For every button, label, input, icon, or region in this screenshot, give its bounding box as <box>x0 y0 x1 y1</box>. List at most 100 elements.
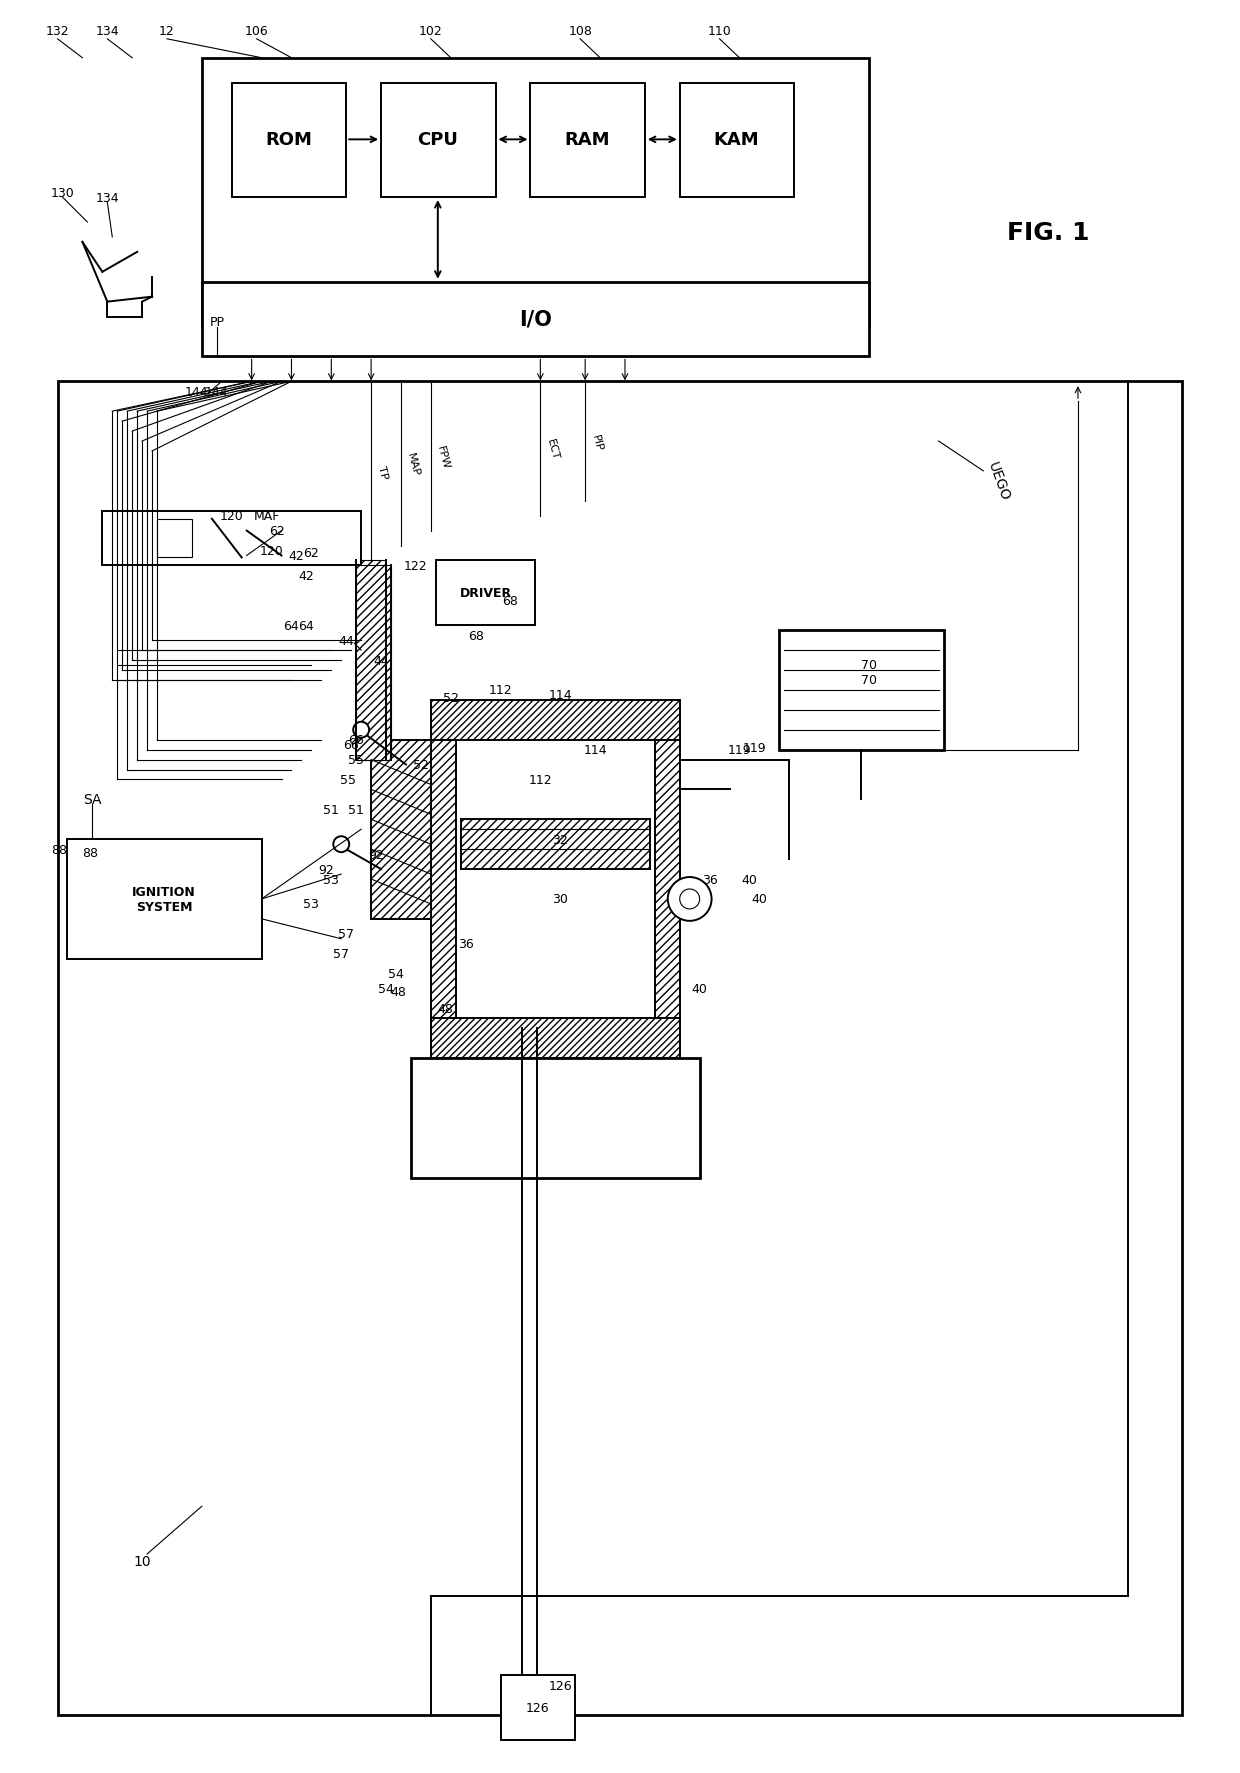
Text: 134: 134 <box>95 191 119 204</box>
Text: 134: 134 <box>95 25 119 39</box>
Bar <box>680 83 794 199</box>
Bar <box>232 83 346 199</box>
Text: 102: 102 <box>419 25 443 39</box>
Text: 112: 112 <box>528 773 552 787</box>
Text: FIG. 1: FIG. 1 <box>1007 222 1089 245</box>
Text: FPW: FPW <box>435 445 451 470</box>
Text: 119: 119 <box>728 743 751 757</box>
Text: 88: 88 <box>82 846 98 860</box>
Text: 88: 88 <box>52 844 67 856</box>
Bar <box>410 1058 699 1177</box>
Bar <box>461 819 650 869</box>
Text: IGNITION
SYSTEM: IGNITION SYSTEM <box>133 885 196 913</box>
Bar <box>202 527 232 557</box>
Bar <box>655 741 680 1019</box>
Text: 62: 62 <box>304 546 319 560</box>
Text: 119: 119 <box>743 741 766 755</box>
Text: 132: 132 <box>46 25 69 39</box>
Text: 52: 52 <box>413 759 429 771</box>
Text: 36: 36 <box>702 872 718 886</box>
Text: TP: TP <box>377 465 389 480</box>
Text: 120: 120 <box>219 511 243 523</box>
Bar <box>103 511 361 566</box>
Text: UEGO: UEGO <box>985 461 1012 504</box>
Text: RAM: RAM <box>564 131 610 149</box>
Text: 10: 10 <box>134 1555 151 1567</box>
Text: 55: 55 <box>348 754 365 766</box>
Text: 64: 64 <box>299 619 314 633</box>
Text: 48: 48 <box>391 986 405 998</box>
Bar <box>157 519 192 558</box>
Text: 62: 62 <box>269 525 284 537</box>
Text: 68: 68 <box>502 594 518 608</box>
Text: MAF: MAF <box>253 511 280 523</box>
Text: 112: 112 <box>489 684 512 697</box>
Text: 64: 64 <box>284 619 299 633</box>
Text: 106: 106 <box>244 25 269 39</box>
Text: 54: 54 <box>388 968 404 980</box>
Text: SA: SA <box>83 793 102 807</box>
Text: ROM: ROM <box>265 131 312 149</box>
Text: 48: 48 <box>438 1002 454 1016</box>
Text: 30: 30 <box>552 894 568 906</box>
Circle shape <box>353 722 370 738</box>
Text: 57: 57 <box>334 947 350 961</box>
Text: 108: 108 <box>568 25 593 39</box>
Text: 44: 44 <box>373 654 389 667</box>
Text: I/O: I/O <box>520 309 552 330</box>
Text: 53: 53 <box>324 872 340 886</box>
Text: 114: 114 <box>583 743 606 757</box>
Text: 122: 122 <box>404 560 428 573</box>
Bar <box>531 83 645 199</box>
Text: 57: 57 <box>339 927 355 941</box>
Text: 12: 12 <box>159 25 175 39</box>
Text: 54: 54 <box>378 982 394 995</box>
Text: 40: 40 <box>751 894 768 906</box>
Text: 42: 42 <box>289 550 304 562</box>
Text: 126: 126 <box>548 1679 572 1691</box>
Text: PIP: PIP <box>590 433 604 452</box>
Bar <box>67 840 262 959</box>
Text: 126: 126 <box>526 1700 549 1714</box>
Text: 52: 52 <box>443 691 459 706</box>
Circle shape <box>668 878 712 922</box>
Text: PP: PP <box>210 316 224 328</box>
Bar <box>356 566 391 761</box>
Bar <box>430 741 456 1019</box>
Text: 120: 120 <box>259 544 284 558</box>
Circle shape <box>680 890 699 910</box>
Text: ECT: ECT <box>544 438 560 461</box>
Text: 40: 40 <box>692 982 708 995</box>
Circle shape <box>334 837 350 853</box>
Text: CPU: CPU <box>418 131 459 149</box>
Bar <box>501 1675 575 1739</box>
Text: 92: 92 <box>368 847 384 862</box>
Text: 44: 44 <box>339 635 355 647</box>
Text: 92: 92 <box>319 863 335 876</box>
Text: 53: 53 <box>304 897 320 911</box>
Text: 68: 68 <box>467 629 484 642</box>
Text: 66: 66 <box>348 734 365 746</box>
Bar <box>202 282 869 356</box>
Text: 51: 51 <box>324 803 340 816</box>
Text: 36: 36 <box>458 938 474 950</box>
Text: DRIVER: DRIVER <box>460 587 512 599</box>
Bar <box>779 631 944 750</box>
Bar <box>435 560 536 626</box>
Bar <box>381 83 496 199</box>
Bar <box>371 741 430 920</box>
Text: 70: 70 <box>861 660 877 672</box>
Bar <box>356 560 386 761</box>
Bar <box>430 1019 680 1058</box>
Text: 32: 32 <box>552 833 568 846</box>
Text: 110: 110 <box>708 25 732 39</box>
Text: MAP: MAP <box>405 452 420 477</box>
Text: 66: 66 <box>343 739 360 752</box>
Bar <box>57 381 1183 1714</box>
Text: 42: 42 <box>299 569 314 583</box>
Text: KAM: KAM <box>714 131 759 149</box>
Text: 144: 144 <box>205 385 228 399</box>
Text: 114: 114 <box>548 690 572 702</box>
Text: 55: 55 <box>340 773 356 787</box>
Bar <box>202 59 869 328</box>
